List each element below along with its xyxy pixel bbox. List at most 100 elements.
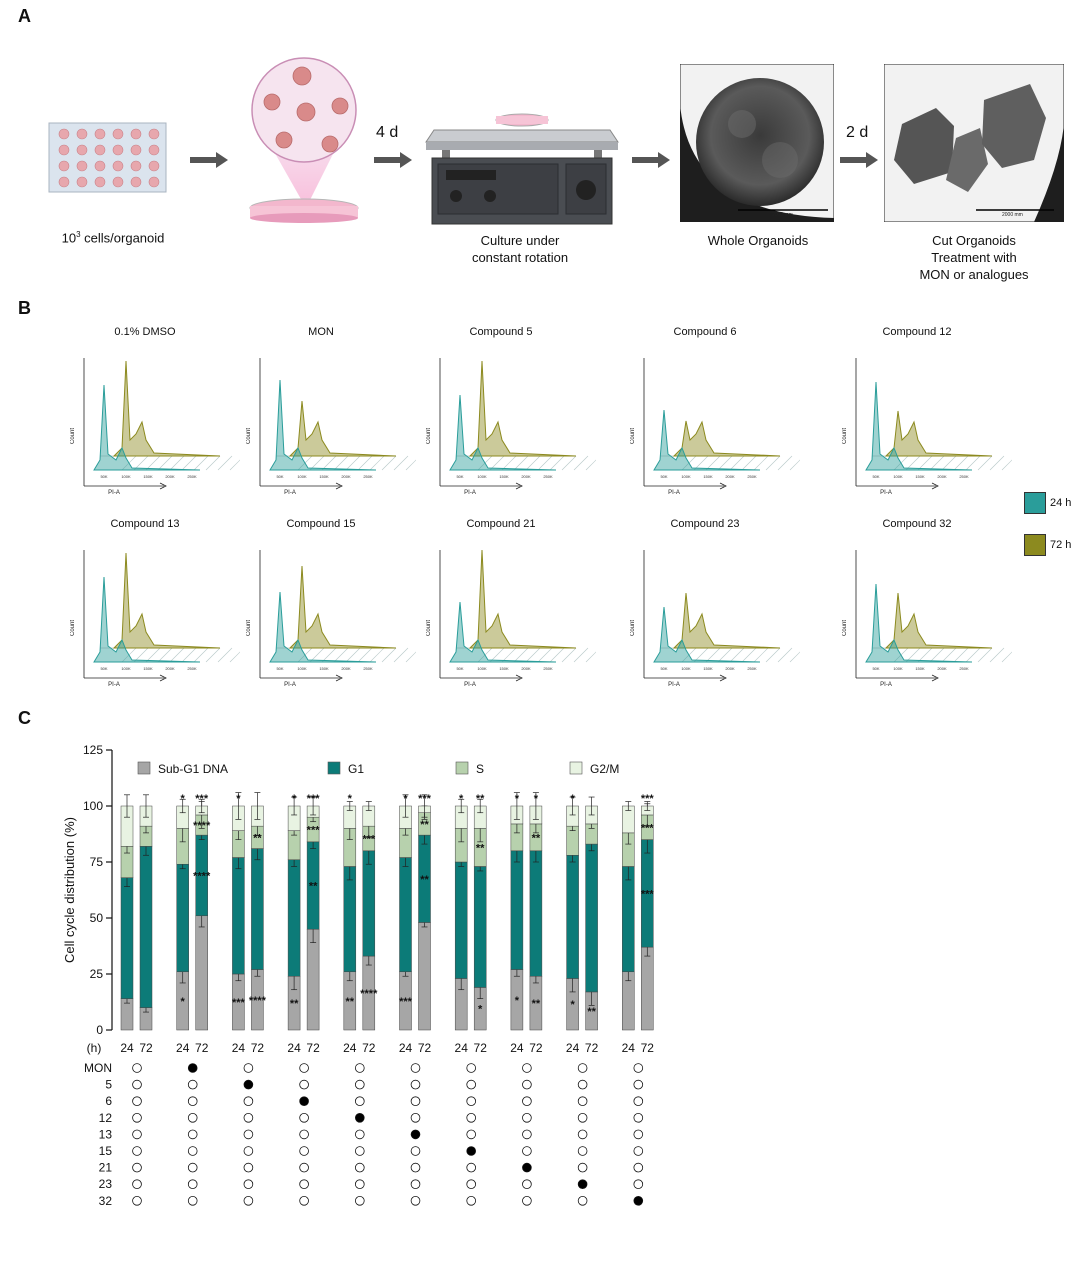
bar-segment-g1 bbox=[139, 846, 153, 1008]
tick-label: 100K bbox=[681, 666, 691, 671]
legend-swatch bbox=[327, 761, 341, 775]
grid-line bbox=[525, 647, 541, 663]
significance-mark: ** bbox=[309, 881, 318, 893]
tick-label: 250K bbox=[543, 666, 553, 671]
matrix-dot-empty bbox=[466, 1196, 477, 1206]
grid-line bbox=[369, 647, 385, 663]
matrix-dot-empty bbox=[633, 1096, 644, 1106]
grid-line bbox=[741, 455, 757, 471]
grid-line bbox=[929, 455, 945, 471]
tick-label: 100K bbox=[893, 474, 903, 479]
bar-segment-subg1 bbox=[195, 915, 208, 1031]
time-label: 72 bbox=[362, 1041, 376, 1055]
trace-72h bbox=[468, 549, 577, 649]
grid-line bbox=[753, 455, 769, 471]
matrix-row-label: 12 bbox=[99, 1111, 113, 1125]
x-axis-arrow bbox=[931, 482, 939, 490]
grid-line bbox=[357, 647, 373, 663]
matrix-dot-empty bbox=[243, 1146, 254, 1156]
organoid-dish-illustration bbox=[249, 57, 359, 223]
significance-mark: *** bbox=[641, 888, 655, 900]
matrix-dot-filled bbox=[577, 1179, 588, 1189]
matrix-dot-empty bbox=[410, 1063, 421, 1073]
tick-label: 200K bbox=[937, 474, 947, 479]
trace-24h bbox=[653, 409, 761, 471]
x-axis-label: PI-A bbox=[880, 490, 892, 494]
grid-line bbox=[573, 455, 589, 471]
y-tick-label: 25 bbox=[90, 967, 104, 981]
grid-line bbox=[917, 647, 933, 663]
significance-mark: * bbox=[515, 793, 520, 805]
tick-label: 50K bbox=[456, 666, 463, 671]
bar-segment-g1 bbox=[232, 857, 245, 975]
grid-line bbox=[729, 455, 745, 471]
y-axis-label: Count bbox=[426, 428, 432, 444]
well-plate-illustration bbox=[48, 122, 167, 193]
matrix-dot-filled bbox=[354, 1113, 365, 1123]
tick-label: 250K bbox=[747, 666, 757, 671]
legend-label-72h: 72 h bbox=[1050, 539, 1072, 551]
matrix-dot-empty bbox=[410, 1162, 421, 1173]
significance-mark: ** bbox=[420, 874, 429, 886]
grid-line bbox=[537, 455, 553, 471]
tick-label: 100K bbox=[121, 474, 131, 479]
matrix-dot-empty bbox=[354, 1129, 365, 1140]
grid-line bbox=[501, 647, 517, 663]
step3-caption: Culture under constant rotation bbox=[440, 232, 600, 266]
grid-line bbox=[381, 647, 397, 663]
grid-line bbox=[525, 455, 541, 471]
matrix-dot-filled bbox=[243, 1079, 254, 1090]
matrix-dot-empty bbox=[132, 1079, 142, 1090]
grid-line bbox=[789, 459, 800, 471]
significance-mark: *** bbox=[307, 825, 321, 837]
tick-label: 200K bbox=[341, 666, 351, 671]
bar-segment-g1 bbox=[566, 855, 579, 979]
tick-label: 50K bbox=[100, 474, 107, 479]
grid-line bbox=[1001, 459, 1012, 471]
matrix-dot-empty bbox=[187, 1179, 198, 1189]
time-label: 72 bbox=[529, 1041, 543, 1055]
panel-c-letter: C bbox=[18, 708, 31, 728]
flow-histogram: Count PI-A 50K 100K 150K 200K 250K bbox=[246, 358, 416, 494]
grid-line bbox=[777, 455, 793, 471]
y-tick-label: 75 bbox=[90, 855, 104, 869]
legend-label: G2/M bbox=[590, 762, 619, 776]
grid-line bbox=[205, 647, 221, 663]
trace-72h bbox=[468, 360, 577, 457]
grid-line bbox=[205, 455, 221, 471]
matrix-row-label: 13 bbox=[99, 1127, 113, 1141]
time-label: 72 bbox=[195, 1041, 209, 1055]
grid-line bbox=[965, 647, 981, 663]
x-axis-label: PI-A bbox=[108, 490, 120, 494]
matrix-row-label: 23 bbox=[99, 1177, 113, 1191]
matrix-dot-empty bbox=[410, 1196, 421, 1206]
histogram-title: Compound 12 bbox=[882, 326, 952, 338]
tick-label: 200K bbox=[521, 474, 531, 479]
step4-caption: Whole Organoids bbox=[707, 233, 809, 248]
significance-mark: * bbox=[478, 1004, 483, 1016]
y-axis-label: Count bbox=[246, 620, 252, 636]
matrix-row-label: 5 bbox=[105, 1078, 112, 1092]
histogram-title: Compound 21 bbox=[466, 518, 536, 530]
histogram-title: Compound 6 bbox=[673, 326, 737, 338]
y-tick-label: 100 bbox=[83, 799, 103, 813]
time-label: 24 bbox=[622, 1041, 636, 1055]
significance-mark: * bbox=[534, 793, 539, 805]
flow-histogram: Count PI-A 50K 100K 150K 200K 250K bbox=[842, 358, 1012, 494]
time-label: 24 bbox=[120, 1041, 134, 1055]
matrix-dot-empty bbox=[132, 1063, 142, 1073]
significance-mark: * bbox=[403, 793, 408, 805]
significance-mark: * bbox=[348, 793, 353, 805]
significance-mark: * bbox=[515, 995, 520, 1007]
matrix-dot-empty bbox=[132, 1162, 142, 1173]
x-axis-arrow bbox=[159, 482, 167, 490]
matrix-dot-empty bbox=[577, 1196, 588, 1206]
matrix-dot-empty bbox=[633, 1129, 644, 1140]
tick-label: 250K bbox=[747, 474, 757, 479]
tick-label: 200K bbox=[725, 474, 735, 479]
matrix-dot-empty bbox=[522, 1079, 532, 1090]
grid-line bbox=[357, 455, 373, 471]
arrow-right-icon bbox=[190, 152, 228, 168]
trace-24h bbox=[269, 591, 377, 663]
grid-line bbox=[753, 647, 769, 663]
